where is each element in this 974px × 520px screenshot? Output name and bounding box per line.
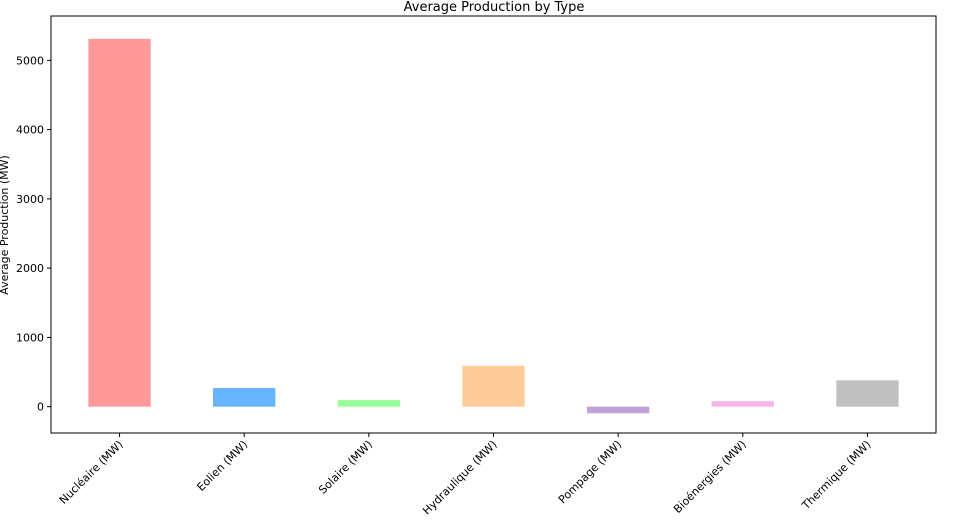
x-tick-label-2: Eolien (MW) xyxy=(194,438,250,494)
bar-7 xyxy=(836,380,899,407)
bar-5 xyxy=(586,406,650,414)
x-tick-label-7: Thermique (MW) xyxy=(799,438,874,513)
x-tick-label-5: Pompage (MW) xyxy=(556,438,624,506)
y-tick-label-1: 0 xyxy=(37,401,44,414)
y-tick-label-6: 5000 xyxy=(16,54,44,67)
x-tick-label-6: Bioénergies (MW) xyxy=(671,438,749,516)
bar-3 xyxy=(337,400,401,407)
x-tick-label-1: Nucléaire (MW) xyxy=(57,438,126,507)
bar-6 xyxy=(711,401,774,407)
plot-area: 0 1000 2000 3000 4000 5000 Nucléaire (MW) Eolie… xyxy=(16,15,937,517)
plot-frame xyxy=(50,15,937,434)
x-tick-label-3: Solaire (MW) xyxy=(316,438,375,497)
y-tick-label-2: 1000 xyxy=(16,331,44,344)
x-tick-label-4: Hydraulique (MW) xyxy=(420,438,499,516)
chart-title: Average Production by Type xyxy=(404,0,585,15)
y-tick-label-3: 2000 xyxy=(16,262,44,275)
bar-1 xyxy=(88,38,151,407)
y-tick-label-4: 3000 xyxy=(16,193,44,206)
y-tick-label-5: 4000 xyxy=(16,124,44,137)
y-axis-label: Average Production (MW) xyxy=(0,155,11,295)
bar-2 xyxy=(213,387,276,407)
bar-4 xyxy=(462,365,525,407)
